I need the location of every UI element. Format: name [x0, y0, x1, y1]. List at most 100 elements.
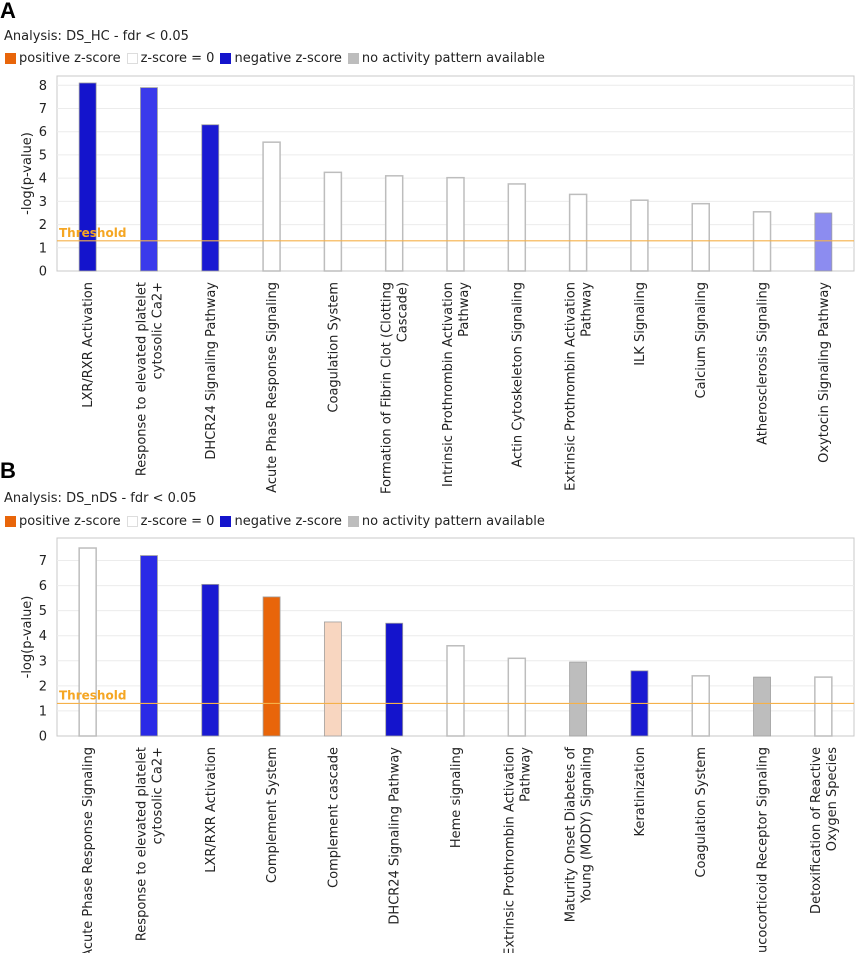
y-tick-label: 4 [39, 172, 47, 187]
x-tick-label: Response to elevated platelet cytosolic C… [134, 282, 165, 476]
legend-label-positive: positive z-score [19, 51, 121, 66]
y-tick-label: 0 [39, 730, 47, 745]
x-tick-label: DHCR24 Signaling Pathway [204, 282, 219, 460]
bar [78, 547, 97, 737]
x-tick-label-line: cytosolic Ca2+ [150, 747, 165, 844]
x-tick-label-line: Oxygen Species [825, 747, 840, 852]
x-tick-label: Extrinsic Prothrombin Activation Pathway [502, 747, 533, 953]
x-tick-label-line: Complement System [265, 747, 280, 883]
x-tick-label-line: Acute Phase Response Signaling [81, 747, 96, 953]
bar [630, 199, 649, 272]
x-tick-label: Heme signaling [449, 747, 464, 848]
x-tick-label: ILK Signaling [633, 282, 648, 366]
bar [691, 675, 710, 737]
x-tick-label-line: Coagulation System [694, 747, 709, 878]
x-tick-label-line: ILK Signaling [633, 282, 648, 366]
y-tick-label: 6 [39, 125, 47, 140]
y-tick-label: 5 [39, 604, 47, 619]
x-tick-label-line: Formation of Fibrin Clot (Clotting [380, 282, 395, 494]
x-tick-label: Actin Cytoskeleton Signaling [510, 282, 525, 468]
bar [814, 212, 833, 272]
legend-item-no-pattern: no activity pattern available [347, 514, 545, 529]
legend-b: positive z-score z-score = 0 negative z-… [5, 514, 551, 529]
bar [384, 175, 404, 272]
legend-label-positive: positive z-score [19, 514, 121, 529]
x-tick-label-line: Acute Phase Response Signaling [265, 282, 280, 493]
bar [78, 82, 97, 272]
x-tick-label: DHCR24 Signaling Pathway [388, 747, 403, 925]
legend-swatch-no-pattern [347, 516, 359, 527]
x-tick-label-line: Young (MODY) Signaling [580, 747, 595, 904]
x-tick-label-line: Maturity Onset Diabetes of [564, 747, 579, 923]
y-tick-label: 1 [39, 704, 47, 719]
y-tick-label: 0 [39, 265, 47, 280]
legend-label-negative: negative z-score [234, 51, 342, 66]
bar [323, 171, 343, 272]
x-tick-label-line: Extrinsic Prothrombin Activation [564, 282, 579, 491]
legend-item-positive: positive z-score [5, 514, 121, 529]
x-tick-label-line: Extrinsic Prothrombin Activation [502, 747, 517, 953]
x-tick-label: LXR/RXR Activation [204, 747, 219, 873]
legend-label-no-pattern: no activity pattern available [361, 514, 545, 529]
bar [140, 87, 158, 272]
y-tick-label: 2 [39, 218, 47, 233]
bar [201, 124, 220, 272]
legend-a: positive z-score z-score = 0 negative z-… [5, 51, 551, 66]
bar [814, 676, 833, 737]
legend-swatch-negative [220, 516, 232, 527]
x-tick-label-line: Pathway [457, 282, 472, 337]
x-tick-label: Coagulation System [694, 747, 709, 878]
x-tick-label-line: Oxytocin Signaling Pathway [817, 282, 832, 463]
x-tick-label: Complement cascade [326, 747, 341, 888]
x-tick-label: Response to elevated platelet cytosolic C… [134, 747, 165, 941]
y-axis-label: -log(p-value) [20, 596, 35, 679]
bar [262, 596, 281, 737]
bar [753, 676, 771, 737]
bar [201, 583, 220, 737]
legend-swatch-positive [5, 53, 16, 64]
analysis-title-a: Analysis: DS_HC - fdr < 0.05 [4, 29, 189, 44]
x-tick-label: Acute Phase Response Signaling [81, 747, 96, 953]
x-tick-label-line: Atherosclerosis Signaling [756, 282, 771, 445]
y-tick-label: 2 [39, 679, 47, 694]
x-tick-label-line: Detoxification of Reactive [809, 747, 824, 914]
bar [385, 622, 404, 737]
panel-letter-b: B [0, 458, 16, 483]
x-tick-label-line: DHCR24 Signaling Pathway [204, 282, 219, 460]
x-tick-label-line: LXR/RXR Activation [81, 282, 96, 408]
y-tick-label: 4 [39, 629, 47, 644]
x-tick-label: Complement System [265, 747, 280, 883]
analysis-title-b: Analysis: DS_nDS - fdr < 0.05 [4, 491, 197, 506]
x-tick-label: Maturity Onset Diabetes of Young (MODY) S… [564, 747, 595, 923]
x-tick-label-line: Response to elevated platelet [134, 747, 149, 941]
x-tick-label-line: cytosolic Ca2+ [150, 282, 165, 379]
legend-label-negative: negative z-score [234, 514, 342, 529]
y-tick-label: 7 [39, 102, 47, 117]
x-tick-label-line: DHCR24 Signaling Pathway [388, 747, 403, 925]
x-tick-label: Atherosclerosis Signaling [756, 282, 771, 445]
x-tick-label: Acute Phase Response Signaling [265, 282, 280, 493]
bar [507, 183, 527, 272]
bar [446, 645, 465, 737]
legend-label-no-pattern: no activity pattern available [361, 51, 545, 66]
bar-chart-a: 0 1 2 3 4 5 6 7 8 -log(p-value) LXR/RXR Activation… [20, 75, 855, 494]
x-tick-label: Detoxification of Reactive Oxygen Species [809, 747, 840, 914]
y-axis-label: -log(p-value) [20, 132, 35, 215]
panel-letter-a: A [0, 0, 16, 23]
x-tick-label-line: Actin Cytoskeleton Signaling [510, 282, 525, 468]
x-tick-label-line: Response to elevated platelet [134, 282, 149, 476]
x-tick-label-line: Intrinsic Prothrombin Activation [441, 282, 456, 487]
y-tick-label: 6 [39, 579, 47, 594]
y-tick-label: 1 [39, 241, 47, 256]
legend-item-negative: negative z-score [220, 514, 342, 529]
legend-label-zero: z-score = 0 [140, 514, 215, 529]
bar [569, 661, 588, 737]
y-tick-label: 7 [39, 554, 47, 569]
x-tick-label: Glucocorticoid Receptor Signaling [756, 747, 771, 953]
x-tick-label-line: Cascade) [396, 282, 411, 342]
x-tick-label: Intrinsic Prothrombin Activation Pathway [441, 282, 472, 487]
threshold-label: Threshold [59, 226, 126, 240]
y-tick-label: 3 [39, 195, 47, 210]
legend-item-no-pattern: no activity pattern available [347, 51, 545, 66]
x-tick-label: LXR/RXR Activation [81, 282, 96, 408]
